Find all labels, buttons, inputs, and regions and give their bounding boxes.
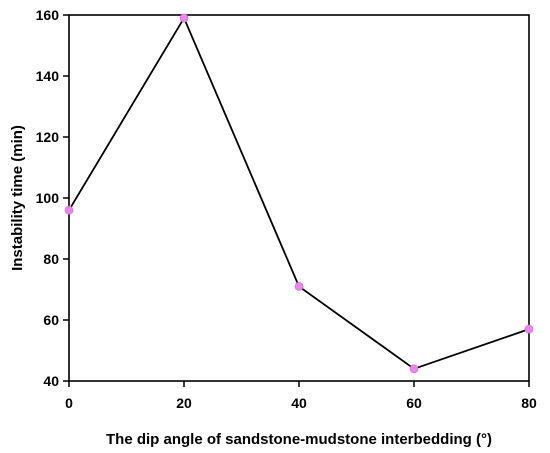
data-point — [64, 205, 74, 215]
x-tick-label: 60 — [406, 395, 422, 411]
y-tick-label: 140 — [36, 68, 60, 84]
y-tick-label: 40 — [43, 373, 59, 389]
y-tick-label: 60 — [43, 312, 59, 328]
data-point — [179, 13, 189, 23]
data-point — [524, 324, 534, 334]
x-tick-label: 80 — [521, 395, 537, 411]
x-tick-label: 20 — [176, 395, 192, 411]
y-tick-label: 100 — [36, 190, 60, 206]
x-axis-title: The dip angle of sandstone-mudstone inte… — [106, 431, 492, 448]
y-tick-label: 120 — [36, 129, 60, 145]
y-ticks: 40 60 80 100 120 140 160 — [36, 7, 69, 389]
x-ticks: 0 20 40 60 80 — [65, 381, 537, 411]
y-tick-label: 80 — [43, 251, 59, 267]
series-line — [68, 16, 530, 370]
y-axis-title: Instability time (min) — [9, 125, 26, 271]
data-point — [294, 282, 304, 291]
data-point — [409, 364, 419, 374]
y-tick-label: 160 — [36, 7, 60, 23]
plot-frame — [68, 14, 530, 382]
x-tick-label: 40 — [291, 395, 307, 411]
series-group — [64, 13, 534, 374]
x-tick-label: 0 — [65, 395, 73, 411]
